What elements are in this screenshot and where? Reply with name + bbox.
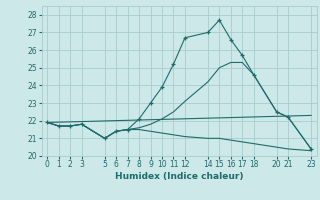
X-axis label: Humidex (Indice chaleur): Humidex (Indice chaleur) xyxy=(115,172,244,181)
